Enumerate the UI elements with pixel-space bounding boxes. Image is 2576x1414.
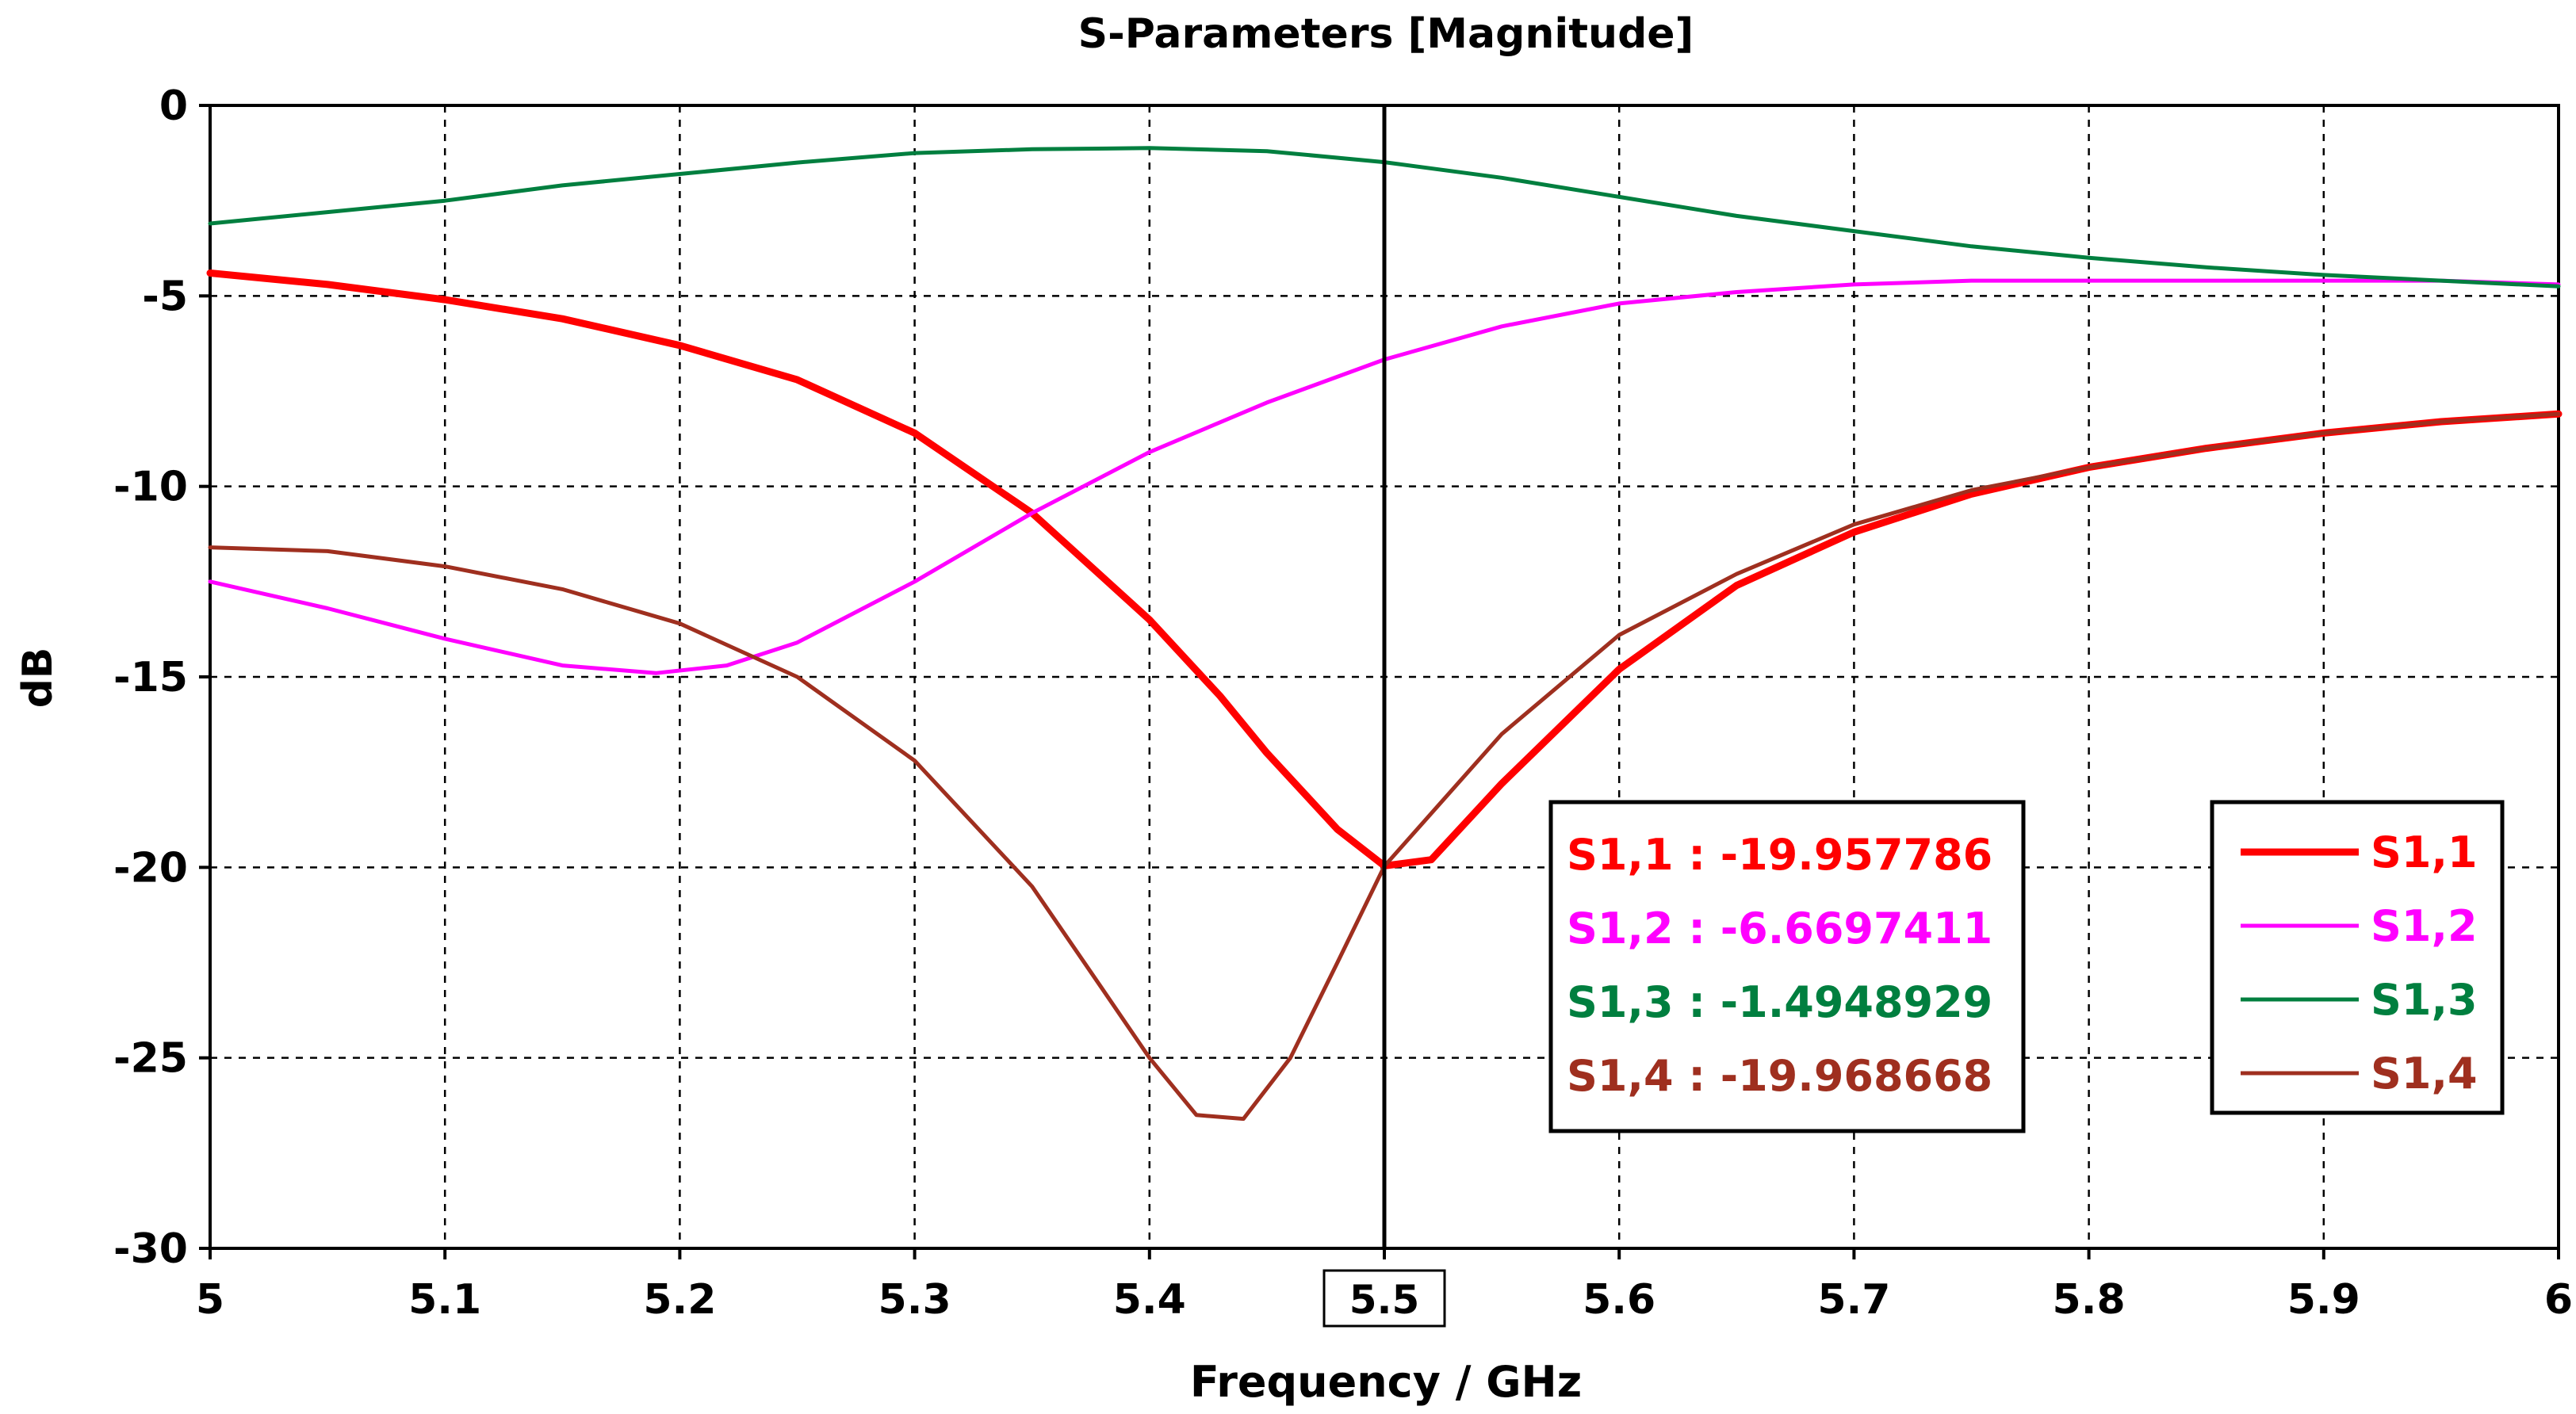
series-line-S1-4[interactable] <box>208 411 2561 1122</box>
y-tick-label: -30 <box>113 1225 188 1273</box>
x-tick-label: 5.1 <box>408 1276 481 1324</box>
marker-readout-line: S1,1 : -19.957786 <box>1567 830 1992 880</box>
y-tick-label: -15 <box>113 654 188 701</box>
x-tick-label: 6 <box>2544 1276 2573 1324</box>
legend-label: S1,3 <box>2371 975 2478 1025</box>
x-tick-label: 5.7 <box>1817 1276 1890 1324</box>
y-tick-label: -25 <box>113 1035 188 1083</box>
x-axis-label: Frequency / GHz <box>1190 1357 1582 1407</box>
legend-label: S1,2 <box>2371 901 2478 951</box>
series-line-S1-2[interactable] <box>208 278 2561 675</box>
x-tick-label: 5.6 <box>1583 1276 1655 1324</box>
marker-readout-line: S1,3 : -1.4948929 <box>1567 977 1992 1027</box>
marker-readout-line: S1,2 : -6.6697411 <box>1567 904 1992 953</box>
x-tick-label: 5.4 <box>1113 1276 1186 1324</box>
y-axis-label: dB <box>14 648 62 709</box>
y-tick-label: -10 <box>113 464 188 511</box>
x-tick-label: 5.3 <box>878 1276 951 1324</box>
marker-x-label-box[interactable] <box>1322 1269 1446 1328</box>
x-axis: 5 5.1 5.2 5.3 5.4 5.6 5.7 5.8 5.9 6 <box>196 1248 2573 1324</box>
legend: S1,1 S1,2 S1,3 S1,4 <box>2210 800 2505 1115</box>
chart-title: S-Parameters [Magnitude] <box>1078 10 1694 58</box>
marker-readout-line: S1,4 : -19.968668 <box>1567 1051 1992 1101</box>
marker-x-label: 5.5 <box>1349 1277 1420 1323</box>
x-tick-label: 5.9 <box>2287 1276 2360 1324</box>
y-tick-label: 0 <box>159 82 188 130</box>
marker-readout-box: S1,1 : -19.957786 S1,2 : -6.6697411 S1,3 :… <box>1548 800 2026 1133</box>
y-tick-label: -20 <box>113 844 188 892</box>
y-axis: 0 -5 -10 -15 -20 -25 -30 <box>113 82 210 1273</box>
x-tick-label: 5 <box>196 1276 224 1324</box>
x-tick-label: 5.8 <box>2053 1276 2126 1324</box>
x-tick-label: 5.2 <box>643 1276 716 1324</box>
legend-label: S1,1 <box>2371 827 2478 877</box>
legend-label: S1,4 <box>2371 1049 2478 1099</box>
y-tick-label: -5 <box>142 273 188 320</box>
